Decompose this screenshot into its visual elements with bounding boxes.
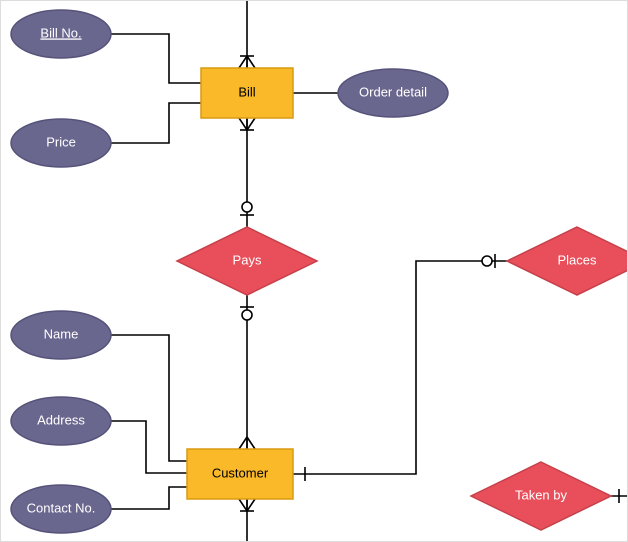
nodes-layer: Bill Customer Bill No. Price Order detail Nam… — [11, 10, 628, 533]
er-diagram-canvas: Bill Customer Bill No. Price Order detail Nam… — [0, 0, 628, 542]
svg-text:Taken by: Taken by — [515, 487, 568, 502]
edge-billno-bill — [111, 34, 201, 83]
edge-contact-cust — [111, 487, 187, 509]
edge-customer-places — [293, 261, 507, 474]
svg-text:Bill No.: Bill No. — [40, 25, 81, 40]
edge-price-bill — [111, 103, 201, 143]
edge-address-cust — [111, 421, 187, 473]
svg-text:Pays: Pays — [233, 252, 262, 267]
svg-text:Places: Places — [557, 252, 597, 267]
svg-text:Bill: Bill — [238, 84, 255, 99]
er-svg: Bill Customer Bill No. Price Order detail Nam… — [1, 1, 628, 542]
svg-text:Contact No.: Contact No. — [27, 500, 96, 515]
svg-text:Name: Name — [44, 326, 79, 341]
svg-text:Order detail: Order detail — [359, 84, 427, 99]
edge-name-cust — [111, 335, 187, 461]
svg-text:Customer: Customer — [212, 465, 269, 480]
svg-text:Address: Address — [37, 412, 85, 427]
svg-text:Price: Price — [46, 134, 76, 149]
